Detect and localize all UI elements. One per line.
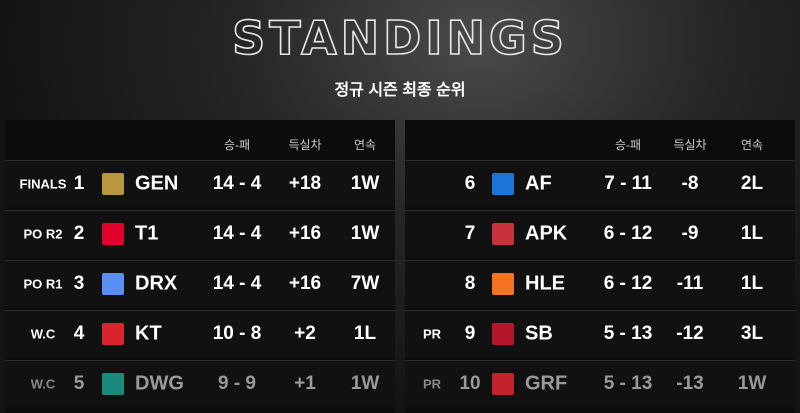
badge: PO R2	[23, 226, 63, 242]
streak: 1L	[353, 323, 377, 344]
rank: 8	[464, 273, 476, 294]
goal-diff: +16	[288, 273, 322, 294]
column-header: 연속	[353, 138, 377, 152]
record: 5 - 13	[603, 373, 653, 394]
streak: 1W	[350, 223, 380, 244]
column-header: 승-패	[614, 138, 642, 152]
team-row: 6 AF 7 - 11 -8 2L	[405, 160, 795, 207]
goal-diff: +16	[288, 223, 322, 244]
rank: 2	[73, 223, 85, 244]
team-row: 7 APK 6 - 12 -9 1L	[405, 210, 795, 257]
standings-right: 승-패 득실차 연속 6 AF 7 - 11 -8 2L 7 APK 6 - 12 -9 1L 8 HLE 6…	[405, 120, 795, 413]
team-logo	[492, 273, 514, 295]
column-header: 연속	[740, 138, 764, 152]
streak: 1W	[737, 373, 767, 394]
team-name: T1	[135, 222, 159, 245]
rank: 3	[73, 273, 85, 294]
goal-diff: -11	[676, 273, 704, 294]
record: 6 - 12	[603, 223, 653, 244]
record: 14 - 4	[212, 223, 262, 244]
team-row: PO R1 3 DRX 14 - 4 +16 7W	[5, 260, 395, 307]
badge: W.C	[30, 376, 56, 392]
badge: W.C	[30, 326, 56, 342]
badge: PR	[422, 376, 442, 392]
column-header: 득실차	[288, 138, 322, 152]
team-row: W.C 4 KT 10 - 8 +2 1L	[5, 310, 395, 357]
team-logo	[102, 273, 124, 295]
record: 5 - 13	[603, 323, 653, 344]
record: 14 - 4	[212, 273, 262, 294]
team-row: FINALS 1 GEN 14 - 4 +18 1W	[5, 160, 395, 207]
team-logo	[102, 173, 124, 195]
team-name: GEN	[135, 172, 179, 195]
streak: 1L	[740, 273, 764, 294]
team-row: PR 10 GRF 5 - 13 -13 1W	[405, 360, 795, 407]
rank: 9	[464, 323, 476, 344]
rank: 1	[73, 173, 85, 194]
team-name: GRF	[525, 372, 568, 395]
goal-diff: +2	[294, 323, 316, 344]
team-logo	[102, 373, 124, 395]
standings-left: 승-패 득실차 연속 FINALS 1 GEN 14 - 4 +18 1W PO R2 2 T1 14 …	[5, 120, 395, 413]
team-logo	[102, 323, 124, 345]
team-name: AF	[525, 172, 552, 195]
record: 6 - 12	[603, 273, 653, 294]
column-header: 득실차	[673, 138, 707, 152]
badge: PO R1	[23, 276, 63, 292]
team-name: SB	[525, 322, 553, 345]
team-row: W.C 5 DWG 9 - 9 +1 1W	[5, 360, 395, 407]
team-name: DRX	[135, 272, 178, 295]
badge: FINALS	[19, 176, 67, 192]
streak: 1W	[350, 373, 380, 394]
team-name: APK	[525, 222, 568, 245]
record: 14 - 4	[212, 173, 262, 194]
streak: 2L	[740, 173, 764, 194]
team-row: PR 9 SB 5 - 13 -12 3L	[405, 310, 795, 357]
goal-diff: -9	[681, 223, 699, 244]
team-name: HLE	[525, 272, 565, 295]
rank: 6	[464, 173, 476, 194]
team-logo	[492, 373, 514, 395]
title-box: STANDINGS	[231, 10, 568, 66]
goal-diff: +1	[294, 373, 316, 394]
team-row: PO R2 2 T1 14 - 4 +16 1W	[5, 210, 395, 257]
record: 10 - 8	[212, 323, 262, 344]
rank: 5	[73, 373, 85, 394]
goal-diff: -8	[681, 173, 699, 194]
record: 9 - 9	[217, 373, 257, 394]
streak: 1W	[350, 173, 380, 194]
team-logo	[492, 223, 514, 245]
team-logo	[492, 323, 514, 345]
streak: 3L	[740, 323, 764, 344]
streak: 1L	[740, 223, 764, 244]
team-logo	[492, 173, 514, 195]
goal-diff: +18	[288, 173, 322, 194]
subtitle: 정규 시즌 최종 순위	[334, 82, 466, 99]
goal-diff: -13	[676, 373, 704, 394]
column-header: 승-패	[223, 138, 251, 152]
team-row: 8 HLE 6 - 12 -11 1L	[405, 260, 795, 307]
goal-diff: -12	[676, 323, 704, 344]
team-name: KT	[135, 322, 162, 345]
team-logo	[102, 223, 124, 245]
record: 7 - 11	[604, 173, 652, 194]
rank: 4	[73, 323, 85, 344]
title: STANDINGS	[232, 11, 568, 65]
team-name: DWG	[135, 372, 184, 395]
streak: 7W	[350, 273, 380, 294]
badge: PR	[422, 326, 442, 342]
rank: 7	[464, 223, 476, 244]
rank: 10	[459, 373, 481, 394]
